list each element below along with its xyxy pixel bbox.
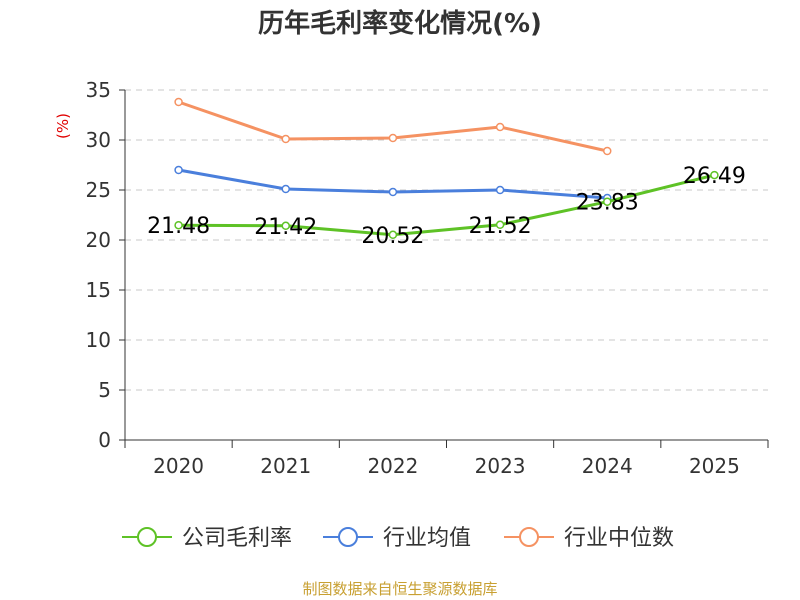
y-tick-labels: 0 5 10 15 20 25 30 35 — [86, 78, 111, 452]
data-point — [495, 220, 505, 230]
y-tick-label: 15 — [86, 278, 111, 302]
x-tick-label: 2022 — [367, 454, 418, 478]
legend-marker — [137, 527, 157, 547]
data-point — [388, 133, 398, 143]
data-point — [710, 170, 719, 180]
legend-item: 行业均值 — [323, 526, 471, 551]
data-point — [388, 187, 398, 197]
y-tick-label: 30 — [86, 128, 111, 152]
data-label: 21.48 — [147, 214, 210, 239]
data-label: 21.52 — [469, 214, 532, 239]
data-point — [603, 197, 612, 206]
chart-title: 历年毛利率变化情况(%) — [258, 8, 542, 39]
series-0 — [174, 170, 719, 240]
data-point — [281, 134, 290, 144]
data-label: 21.42 — [254, 215, 317, 240]
data-point — [174, 165, 183, 175]
y-axis-unit: (%) — [54, 113, 72, 139]
x-tick-labels: 2020 2021 2022 2023 2024 2025 — [153, 454, 740, 478]
data-point — [388, 230, 398, 240]
data-label: 20.52 — [361, 224, 424, 249]
axes — [119, 89, 769, 448]
y-tick-label: 35 — [86, 78, 111, 102]
data-point — [281, 184, 290, 194]
data-point — [174, 220, 183, 230]
data-point — [495, 122, 505, 132]
legend-marker — [338, 527, 358, 547]
series-1 — [174, 165, 612, 203]
x-tick-label: 2025 — [689, 454, 740, 478]
x-tick-label: 2023 — [475, 454, 526, 478]
series-lines — [174, 97, 719, 240]
y-tick-label: 20 — [86, 228, 111, 252]
legend-label: 公司毛利率 — [182, 526, 292, 551]
x-tick-label: 2021 — [260, 454, 311, 478]
y-tick-label: 5 — [98, 378, 111, 402]
data-label: 23.83 — [576, 191, 639, 216]
legend-item: 公司毛利率 — [122, 526, 292, 551]
y-tick-label: 10 — [86, 328, 111, 352]
grid-lines — [125, 89, 768, 391]
x-tick-label: 2024 — [582, 454, 633, 478]
legend: 公司毛利率 行业均值 行业中位数 — [122, 526, 674, 551]
data-point — [174, 97, 183, 107]
data-point — [281, 221, 290, 231]
data-label: 26.49 — [683, 164, 746, 189]
legend-item: 行业中位数 — [504, 526, 674, 551]
data-point — [603, 146, 612, 156]
legend-marker — [519, 527, 539, 547]
legend-label: 行业中位数 — [564, 526, 674, 551]
data-labels: 21.48 21.42 20.52 21.52 23.83 26.49 — [147, 164, 746, 249]
x-tick-label: 2020 — [153, 454, 204, 478]
legend-label: 行业均值 — [383, 526, 471, 551]
series-line — [178, 100, 608, 153]
series-line — [178, 173, 715, 237]
source-note: 制图数据来自恒生聚源数据库 — [302, 580, 497, 598]
series-2 — [174, 97, 612, 156]
y-tick-label: 25 — [86, 178, 111, 202]
data-point — [495, 185, 505, 195]
y-tick-label: 0 — [98, 428, 111, 452]
